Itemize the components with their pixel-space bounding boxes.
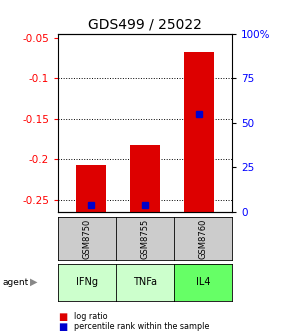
Text: IL4: IL4 [196,277,210,287]
Text: agent: agent [3,278,29,287]
Text: percentile rank within the sample: percentile rank within the sample [74,322,209,331]
Text: log ratio: log ratio [74,312,108,321]
Text: IFNg: IFNg [76,277,98,287]
Title: GDS499 / 25022: GDS499 / 25022 [88,17,202,31]
Bar [76,165,106,212]
Bar [184,52,214,212]
Text: GSM8760: GSM8760 [198,218,208,259]
Text: GSM8750: GSM8750 [82,218,92,259]
Text: TNFa: TNFa [133,277,157,287]
Text: ■: ■ [58,311,67,322]
Text: GSM8755: GSM8755 [140,218,150,259]
Text: ■: ■ [58,322,67,332]
Bar [130,145,160,212]
Text: ▶: ▶ [30,277,37,287]
